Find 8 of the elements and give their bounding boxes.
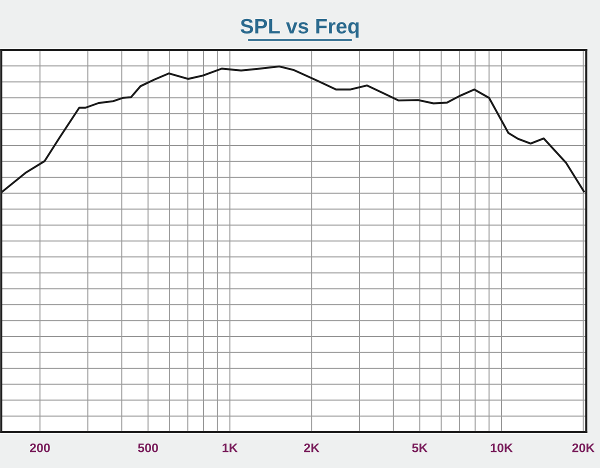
x-tick-label: 1K [222,444,238,452]
x-tick-label: 2K [304,443,320,452]
chart-title: SPL vs Freq [240,18,359,38]
x-tick-label: 5K [412,444,428,452]
x-tick-label: 10K [490,443,513,452]
x-tick-label: 200 [30,443,50,452]
x-tick-label: 20K [572,443,595,452]
x-tick-label: 500 [138,443,158,452]
